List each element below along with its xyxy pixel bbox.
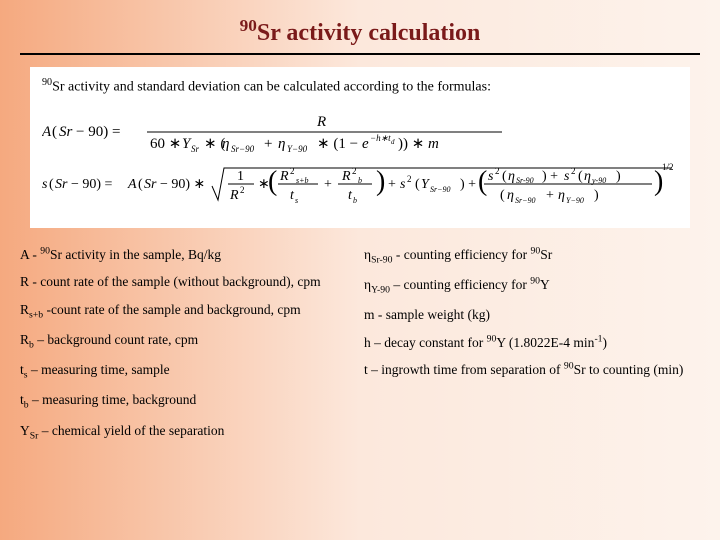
svg-text:) +: ) + [460,177,476,192]
svg-text:η: η [508,169,515,184]
svg-text:(: ( [500,188,505,203]
def-row: Rb – background count rate, cpm [20,327,356,355]
svg-text:1: 1 [237,169,244,184]
svg-text:A: A [127,177,137,192]
svg-text:Sr−90: Sr−90 [515,196,536,205]
svg-text:2: 2 [352,166,357,176]
svg-text:Sr: Sr [55,177,68,192]
svg-text:(: ( [268,166,277,197]
svg-text:b: b [353,196,357,205]
svg-text:(: ( [502,169,507,184]
svg-text:η: η [584,169,591,184]
svg-text:e: e [362,136,369,152]
svg-text:s+b: s+b [296,176,309,185]
svg-text:η: η [558,188,565,203]
def-row: A - 90Sr activity in the sample, Bq/kg [20,242,356,268]
intro-sup: 90 [42,77,52,88]
formula-box: 90Sr activity and standard deviation can… [30,67,690,228]
def-row: ηSr-90 - counting efficiency for 90Sr [364,242,700,270]
svg-text:− 90) =: − 90) = [71,177,113,192]
svg-text:+: + [388,177,396,192]
svg-text:R: R [341,169,351,184]
svg-text:Sr: Sr [144,177,157,192]
svg-text:) +: ) + [542,169,558,184]
svg-text:b: b [358,176,362,185]
svg-text:(: ( [478,166,487,197]
svg-text:): ) [616,169,621,184]
svg-text:− 90) =: − 90) = [76,124,120,140]
svg-text:R: R [229,188,239,203]
svg-text:2: 2 [407,174,412,184]
svg-text:s: s [488,169,494,184]
svg-text:−h∗t: −h∗t [370,133,391,143]
svg-text:η: η [278,136,285,152]
svg-text:− 90) ∗: − 90) ∗ [160,177,205,192]
title-text: Sr activity calculation [257,20,481,46]
def-row: t – ingrowth time from separation of 90S… [364,357,700,383]
svg-text:(: ( [578,169,583,184]
svg-text:2: 2 [240,185,245,195]
svg-text:Y−90: Y−90 [287,144,308,154]
svg-text:R: R [316,114,326,130]
svg-text:η: η [507,188,514,203]
svg-text:Sr−90: Sr−90 [430,185,451,194]
svg-text:60 ∗: 60 ∗ [150,136,181,152]
svg-text:s: s [400,177,406,192]
svg-text:∗ (1 −: ∗ (1 − [317,136,358,152]
svg-text:s: s [42,177,48,192]
svg-text:+: + [324,177,332,192]
svg-text:d: d [391,138,395,146]
svg-text:(: ( [138,177,143,192]
title-sup: 90 [240,16,257,35]
svg-text:Y−90: Y−90 [566,196,584,205]
svg-text:): ) [594,188,599,203]
svg-text:2: 2 [290,166,295,176]
def-row: ts – measuring time, sample [20,357,356,385]
def-row: h – decay constant for 90Y (1.8022E-4 mi… [364,330,700,356]
svg-text:Sr: Sr [191,144,200,154]
svg-text:m: m [428,136,439,152]
def-row: Rs+b -count rate of the sample and backg… [20,297,356,325]
def-row: R - count rate of the sample (without ba… [20,269,356,295]
formula-s: s ( Sr − 90) = A ( Sr − 90) ∗ 1 R2 ∗ ( R… [42,156,682,214]
title-rule [20,53,700,55]
svg-text:)) ∗: )) ∗ [398,136,424,152]
svg-text:(: ( [52,124,57,140]
svg-text:(: ( [415,177,420,192]
svg-text:+: + [264,136,272,152]
svg-text:Sr-90: Sr-90 [516,176,534,185]
page-title: 90Sr activity calculation [0,0,720,53]
def-row: YSr – chemical yield of the separation [20,418,356,446]
svg-text:(: ( [49,177,54,192]
defs-col-left: A - 90Sr activity in the sample, Bq/kgR … [20,242,364,448]
svg-text:R: R [279,169,289,184]
svg-text:2: 2 [571,166,576,176]
svg-text:A: A [42,124,52,140]
defs-col-right: ηSr-90 - counting efficiency for 90SrηY-… [364,242,700,448]
svg-text:s: s [564,169,570,184]
formula-intro: 90Sr activity and standard deviation can… [42,77,678,96]
svg-text:+: + [546,188,554,203]
svg-text:s: s [295,196,298,205]
svg-text:Sr−90: Sr−90 [231,144,255,154]
definitions: A - 90Sr activity in the sample, Bq/kgR … [20,242,700,448]
svg-text:Sr: Sr [59,124,73,140]
svg-text:η: η [222,136,229,152]
svg-text:1/2: 1/2 [662,162,674,172]
def-row: tb – measuring time, background [20,387,356,415]
svg-text:): ) [376,166,385,197]
svg-text:y-90: y-90 [591,176,606,185]
def-row: ηY-90 – counting efficiency for 90Y [364,272,700,300]
intro-text: Sr activity and standard deviation can b… [52,80,491,95]
svg-text:2: 2 [495,166,500,176]
formula-a: A ( Sr − 90) = R 60 ∗ YSr ∗ ( ηSr−90 + η… [42,106,602,156]
def-row: m - sample weight (kg) [364,302,700,328]
